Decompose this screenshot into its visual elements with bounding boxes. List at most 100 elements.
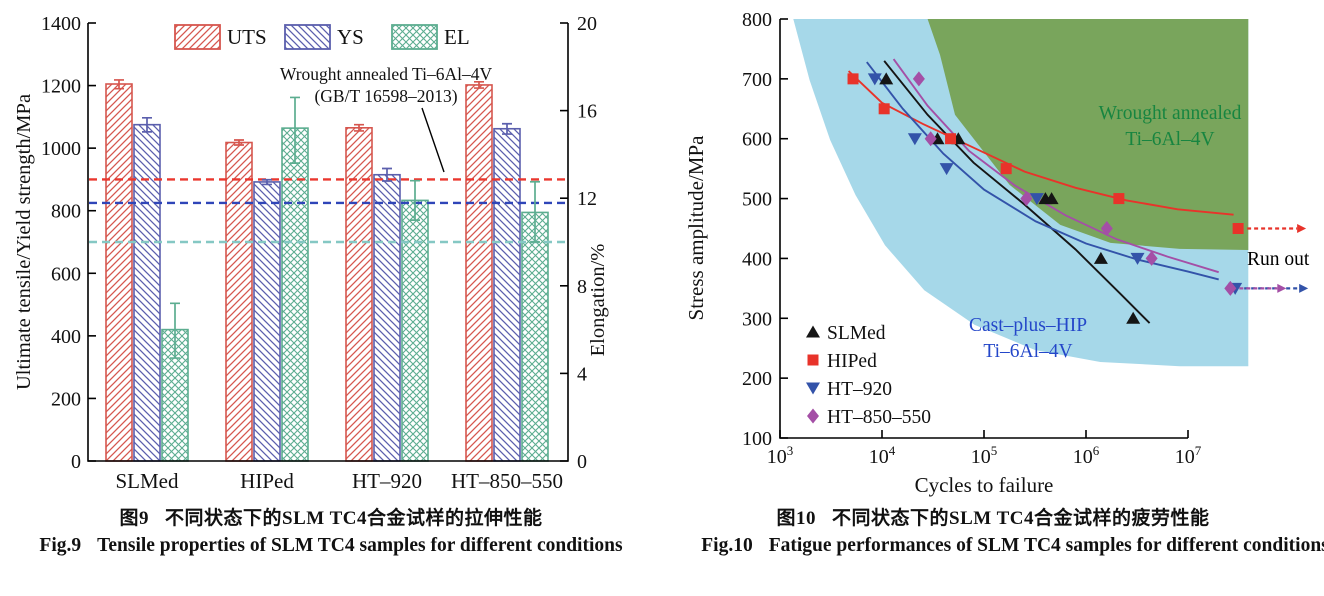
slmed-point bbox=[1093, 251, 1108, 264]
bar-uts-1 bbox=[225, 141, 253, 462]
fig10-caption-en-text: Fatigue performances of SLM TC4 samples … bbox=[768, 535, 1324, 556]
svg-text:400: 400 bbox=[51, 326, 81, 348]
y-axis-title: Stress amplitude/MPa bbox=[684, 135, 708, 321]
slmed-point bbox=[1044, 192, 1059, 205]
fig9-caption-en: Fig.9 Tensile properties of SLM TC4 sampl… bbox=[0, 535, 662, 557]
svg-text:700: 700 bbox=[742, 69, 772, 91]
band-annotation-1-line-0: Cast–plus–HIP bbox=[969, 315, 1087, 336]
fig10-legend: SLMed HIPed HT–920 HT–850–550 bbox=[806, 323, 931, 428]
svg-text:400: 400 bbox=[742, 248, 772, 270]
band-annotation-0-line-1: Ti–6Al–4V bbox=[1125, 129, 1214, 150]
ht–850–550-point bbox=[1020, 191, 1033, 207]
legend-swatch-ys bbox=[284, 24, 331, 50]
svg-text:103: 103 bbox=[767, 443, 794, 468]
fit-hiped bbox=[847, 70, 1234, 216]
fig9-caption-zh: 图9 不同状态下的SLM TC4合金试样的拉伸性能 bbox=[0, 503, 662, 530]
slmed-point bbox=[1126, 311, 1141, 324]
svg-text:500: 500 bbox=[742, 189, 772, 211]
svg-text:107: 107 bbox=[1175, 443, 1202, 468]
legend-marker-hiped bbox=[807, 354, 819, 366]
svg-text:Wrought annealed Ti–6Al–4V: Wrought annealed Ti–6Al–4V bbox=[280, 64, 493, 84]
svg-text:12: 12 bbox=[577, 188, 597, 210]
fig9-caption-en-label: Fig.9 bbox=[39, 535, 82, 556]
svg-text:8: 8 bbox=[577, 276, 587, 298]
svg-text:200: 200 bbox=[742, 368, 772, 390]
hiped-runout bbox=[1232, 223, 1244, 234]
bar-el-3 bbox=[521, 211, 549, 462]
fit-ht–850–550 bbox=[892, 58, 1219, 274]
svg-text:1400: 1400 bbox=[41, 13, 81, 35]
svg-text:(GB/T 16598–2013): (GB/T 16598–2013) bbox=[314, 86, 457, 106]
ht–850–550-point bbox=[924, 131, 937, 147]
ht–920-point bbox=[907, 133, 922, 146]
fit-ht–920 bbox=[866, 61, 1219, 281]
fatigue-sn-scatter-chart: 100 200 300 400 500 600 700 800 103 104 105 106 107 C… bbox=[684, 9, 1310, 497]
bar-ys-0 bbox=[133, 123, 161, 462]
legend-label-hiped: HIPed bbox=[827, 351, 877, 372]
legend-marker-slmed bbox=[806, 325, 820, 338]
fit-slmed bbox=[883, 60, 1151, 324]
data-points bbox=[847, 71, 1158, 324]
hiped-point bbox=[1113, 193, 1125, 205]
slmed-point bbox=[879, 72, 894, 85]
legend-label-ht–850–550: HT–850–550 bbox=[827, 407, 931, 428]
svg-text:106: 106 bbox=[1073, 443, 1100, 468]
ht–920-point bbox=[1029, 193, 1044, 206]
right-axis-title: Elongation/% bbox=[587, 244, 609, 357]
ht–920-point bbox=[939, 163, 954, 176]
bar-uts-3 bbox=[465, 84, 493, 462]
hiped-point bbox=[1000, 163, 1012, 175]
ht–920-point bbox=[867, 73, 882, 86]
legend-swatch-el bbox=[391, 24, 438, 50]
ht–850–550-point bbox=[1145, 250, 1158, 266]
ht–920-point bbox=[1130, 252, 1145, 265]
band-annotations: Wrought annealed Ti–6Al–4V Cast–plus–HIP Ti… bbox=[969, 103, 1242, 362]
fig10-caption-zh: 图10 不同状态下的SLM TC4合金试样的疲劳性能 bbox=[662, 503, 1324, 530]
bar-ys-1 bbox=[253, 181, 281, 462]
band-1 bbox=[927, 19, 1249, 250]
bar-ys-2 bbox=[373, 173, 401, 462]
svg-text:0: 0 bbox=[577, 451, 587, 473]
runout-label: Run out bbox=[1247, 249, 1310, 270]
reference-bands bbox=[793, 19, 1249, 367]
svg-text:105: 105 bbox=[971, 443, 998, 468]
svg-text:SLMed: SLMed bbox=[116, 469, 180, 493]
svg-text:1000: 1000 bbox=[41, 138, 81, 160]
legend-label-slmed: SLMed bbox=[827, 323, 886, 344]
ht–850–550-point bbox=[912, 71, 925, 87]
bar-el-2 bbox=[401, 199, 429, 462]
legend-swatch-uts bbox=[174, 24, 221, 50]
svg-text:600: 600 bbox=[742, 129, 772, 151]
svg-text:20: 20 bbox=[577, 13, 597, 35]
fig9-caption-zh-label: 图9 bbox=[119, 508, 150, 529]
fig9-caption-en-text: Tensile properties of SLM TC4 samples fo… bbox=[97, 535, 623, 556]
fig9-panel: 0 200 400 600 800 1000 1200 1400 0 4 8 12 16 20 SLMed H… bbox=[0, 13, 662, 557]
legend-label-uts: UTS bbox=[227, 25, 267, 49]
fig10-caption-en: Fig.10 Fatigue performances of SLM TC4 sa… bbox=[662, 535, 1324, 557]
ht–850–550-runout bbox=[1224, 280, 1237, 296]
tensile-properties-bar-chart: 0 200 400 600 800 1000 1200 1400 0 4 8 12 16 20 SLMed H… bbox=[13, 13, 609, 493]
band-annotation-0-line-0: Wrought annealed bbox=[1099, 103, 1242, 124]
fig10-panel: 100 200 300 400 500 600 700 800 103 104 105 106 107 C… bbox=[662, 0, 1324, 596]
fig9-legend: UTS YS EL bbox=[174, 24, 470, 50]
axes: 0 200 400 600 800 1000 1200 1400 0 4 8 12 16 20 SLMed H… bbox=[41, 13, 597, 493]
svg-text:800: 800 bbox=[742, 9, 772, 31]
hiped-point bbox=[945, 133, 957, 145]
bar-el-1 bbox=[281, 127, 309, 462]
svg-text:HT–920: HT–920 bbox=[352, 469, 422, 493]
svg-text:104: 104 bbox=[869, 443, 896, 468]
band-annotation-1-line-1: Ti–6Al–4V bbox=[983, 341, 1072, 362]
svg-text:HIPed: HIPed bbox=[240, 469, 294, 493]
svg-text:200: 200 bbox=[51, 388, 81, 410]
svg-text:600: 600 bbox=[51, 263, 81, 285]
error-bars bbox=[114, 79, 540, 359]
legend-marker-ht–850–550 bbox=[807, 408, 819, 424]
axes: 100 200 300 400 500 600 700 800 103 104 105 106 107 bbox=[742, 9, 1202, 468]
fig10-caption-zh-text: 不同状态下的SLM TC4合金试样的疲劳性能 bbox=[832, 508, 1210, 529]
bar-uts-2 bbox=[345, 127, 373, 462]
bar-ys-3 bbox=[493, 127, 521, 462]
bar-uts-0 bbox=[105, 83, 133, 462]
svg-text:0: 0 bbox=[71, 451, 81, 473]
left-axis-title: Ultimate tensile/Yield strength/MPa bbox=[13, 94, 35, 390]
